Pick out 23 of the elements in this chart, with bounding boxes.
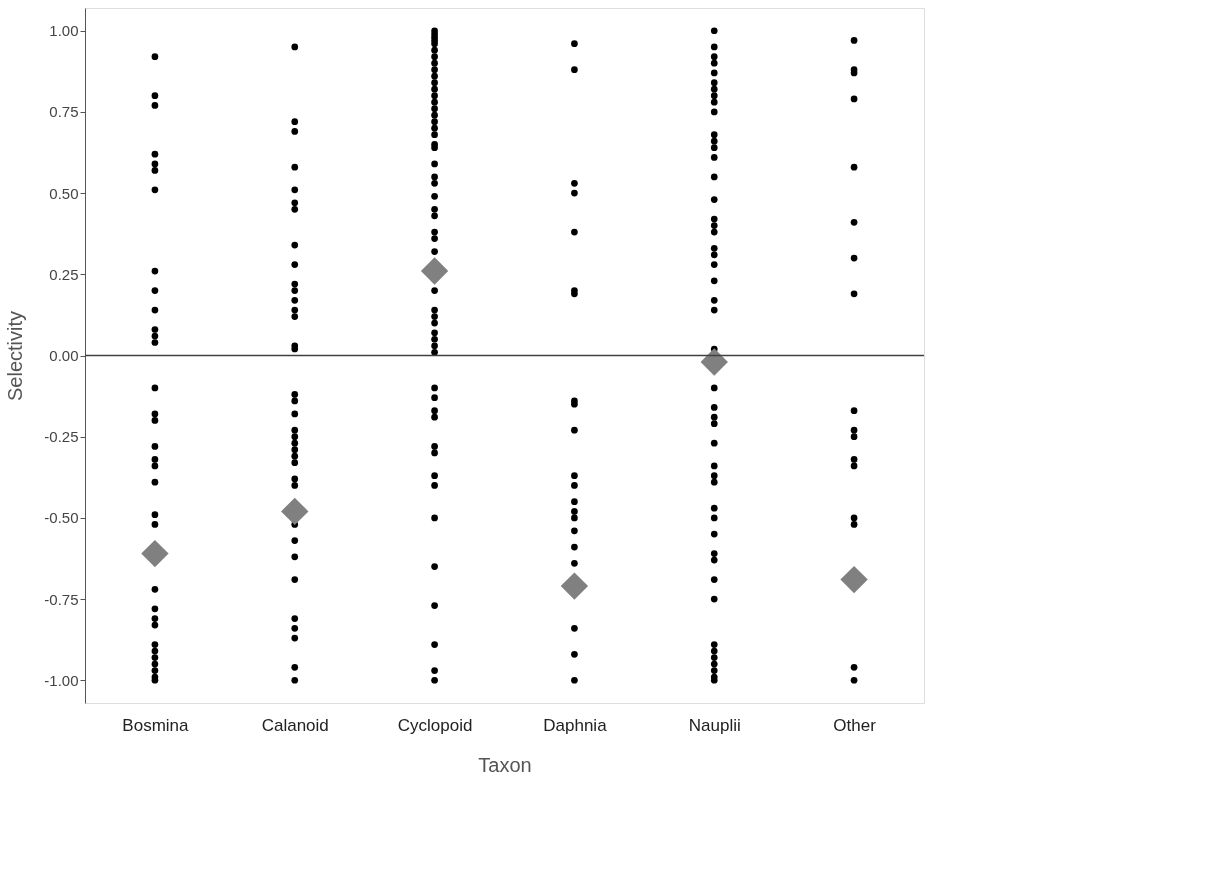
point (560, 572, 589, 600)
point (840, 565, 868, 594)
y-tick-label: -0.75 (44, 590, 79, 608)
x-tick-label: Nauplii (688, 715, 741, 735)
y-tick-label: 0.75 (49, 103, 79, 121)
point (700, 348, 728, 376)
y-tick-label: 0.50 (49, 184, 79, 202)
y-tick-label: 0.00 (49, 347, 79, 364)
x-tick-label: Cyclopoid (397, 715, 473, 735)
x-tick-label: Other (833, 715, 877, 735)
point (141, 539, 169, 568)
y-axis-title: Selectivity (4, 310, 27, 402)
x-tick-label: Daphnia (543, 715, 608, 735)
y-tick-label: 1.00 (49, 22, 79, 40)
y-tick-label: -0.50 (44, 509, 79, 527)
point (420, 257, 449, 285)
point (281, 497, 309, 526)
y-tick-label: 0.25 (49, 265, 79, 283)
x-tick-label: Calanoid (261, 715, 329, 735)
y-tick-label: -1.00 (44, 671, 79, 689)
y-tick-label: -0.25 (44, 428, 79, 446)
x-axis-title: Taxon (478, 753, 532, 776)
x-tick-label: Bosmina (122, 715, 190, 735)
